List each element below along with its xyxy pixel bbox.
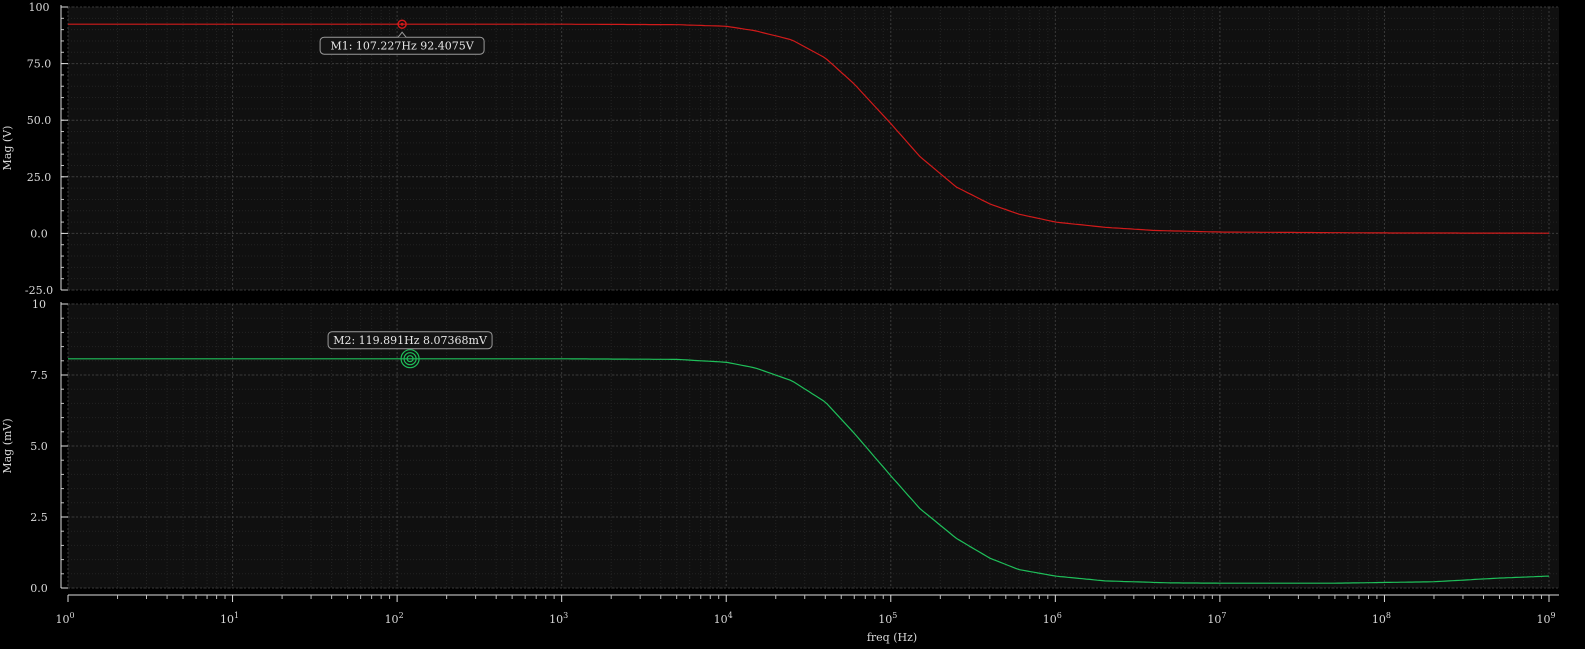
marker[interactable]: M1: 107.227Hz 92.4075V [319, 19, 485, 55]
x-tick-label: 107 [1207, 611, 1226, 626]
top-panel: -25.0 0.0 25.0 50.0 75.0 100 M1: 107.227Hz 92.… [25, 1, 1559, 297]
y-tick-label: 75.0 [27, 58, 52, 71]
x-tick-label: 106 [1043, 611, 1062, 626]
marker-ring[interactable] [400, 349, 420, 369]
y-tick-label: 2.5 [30, 511, 48, 524]
x-tick-label: 103 [549, 611, 568, 626]
top-y-axis-title: Mag (V) [1, 126, 14, 171]
marker-ring[interactable] [403, 352, 417, 366]
marker[interactable]: M2: 119.891Hz 8.07368mV [327, 331, 493, 369]
x-tick-label: 105 [878, 611, 897, 626]
x-tick-label: 100 [55, 611, 74, 626]
x-axis: 100 101 102 103 104 105 106 107 108 109 [55, 594, 1559, 626]
marker-ring[interactable] [406, 355, 414, 363]
y-tick-label: 5.0 [30, 440, 48, 453]
y-tick-label: 7.5 [30, 369, 48, 382]
y-tick-label: 0.0 [30, 582, 48, 595]
bottom-panel: 0.0 2.5 5.0 7.5 10 M2: 119.891Hz 8.07368mV [30, 298, 1559, 595]
y-tick-label: 100 [29, 1, 50, 14]
bottom-y-axis-title: Mag (mV) [1, 418, 14, 473]
y-tick-label: 50.0 [27, 114, 52, 127]
marker-pointer [397, 31, 407, 38]
y-tick-label: 25.0 [27, 171, 52, 184]
y-tick-label: -25.0 [25, 284, 53, 297]
marker-label: M2: 119.891Hz 8.07368mV [333, 334, 488, 347]
x-tick-label: 109 [1536, 611, 1555, 626]
y-tick-label: 10 [32, 298, 46, 311]
series-line [68, 23, 1549, 234]
marker-label-box [327, 331, 493, 350]
y-tick-label: 0.0 [30, 227, 48, 240]
series-line [68, 358, 1550, 584]
x-tick-label: 101 [220, 611, 239, 626]
x-tick-label: 108 [1372, 611, 1391, 626]
plot-area [68, 7, 1559, 290]
x-axis-title: freq (Hz) [867, 631, 917, 644]
marker-dot [400, 22, 404, 26]
x-tick-label: 104 [714, 611, 733, 626]
marker-label: M1: 107.227Hz 92.4075V [330, 40, 474, 53]
x-tick-label: 102 [385, 611, 404, 626]
marker-point[interactable] [397, 19, 407, 29]
